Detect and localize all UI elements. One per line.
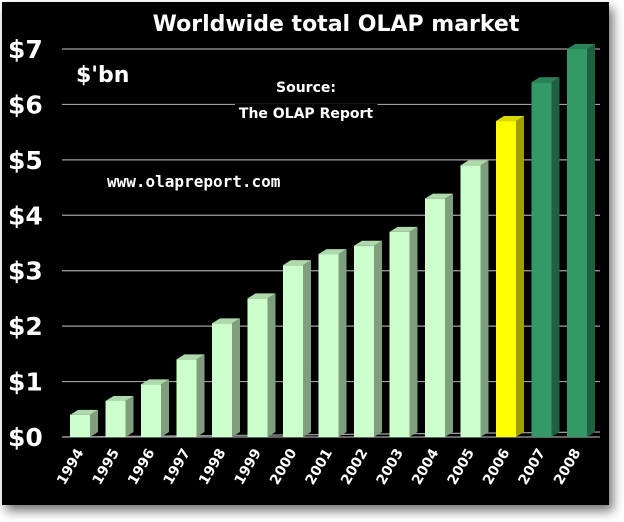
bar-front [318,254,339,437]
y-tick-label: $0 [8,423,43,452]
bar-side [587,44,595,437]
x-tick-label: 2007 [516,446,549,488]
unit-label: $'bn [76,63,129,88]
unit-label-backing [72,61,134,90]
y-tick-label: $6 [8,90,43,119]
bar-top [247,293,276,299]
x-tick-label: 1994 [54,446,87,488]
bar-front [354,245,374,437]
y-tick-label: $1 [8,368,43,397]
bar-side [161,379,169,437]
bar-1995 [105,395,134,437]
bar-1997 [176,354,205,437]
x-tick-label: 2008 [551,446,584,488]
bar-side [409,226,418,437]
bar-2007 [531,77,560,437]
bar-front [105,400,126,437]
x-tick-label: 2000 [267,446,300,488]
source-label: Source: [276,80,336,96]
bar-front [425,198,445,437]
bar-front [212,323,232,437]
bar-front [389,231,410,437]
bar-side [551,77,560,437]
x-tick-label: 2006 [480,446,513,488]
bar-2005 [460,160,489,437]
bar-top [176,354,205,360]
x-tick-label: 2002 [338,446,371,488]
y-tick-label: $4 [8,201,43,230]
bar-top [354,240,382,246]
bar-front [176,359,197,437]
x-tick-label: 2004 [409,446,442,488]
bar-side [338,249,347,437]
bar-2002 [354,240,382,437]
y-tick-label: $2 [8,312,43,341]
bar-2003 [389,226,418,437]
bar-side [516,116,524,438]
y-tick-label: $5 [8,146,43,175]
bar-2000 [283,260,311,437]
bar-front [141,384,161,437]
source-name-backing [234,104,378,124]
source-label-backing [272,78,340,98]
bar-1999 [247,293,276,437]
bar-2004 [425,193,453,437]
bar-1996 [141,379,169,437]
bar-side [374,240,382,437]
y-tick-label: $7 [8,35,43,64]
bar-front [460,165,481,437]
bar-2006 [496,116,524,438]
bar-2008 [567,44,595,437]
bar-top [425,193,453,199]
x-axis: 1994 1995 1996 1997 1998 1999 2000 2001 2002 2003… [54,446,584,488]
bar-front [567,49,587,437]
bar-2001 [318,249,347,437]
bar-side [303,260,311,437]
bar-1998 [212,318,240,437]
bar-top [531,77,560,83]
y-axis: $0 $1 $2 $3 $4 $5 $6 $7 [8,35,43,452]
bar-side [480,160,489,437]
x-tick-label: 2005 [445,446,478,488]
bar-side [125,395,134,437]
source-name: The OLAP Report [239,106,373,122]
bar-front [247,298,268,437]
x-tick-label: 2003 [374,446,407,488]
bar-top [283,260,311,266]
bar-top [389,226,418,232]
source-url-backing [103,170,285,193]
bars [70,44,595,438]
bar-top [567,44,595,49]
bar-front [70,414,90,437]
chart-title: Worldwide total OLAP market [153,12,520,37]
x-tick-label: 1995 [90,446,123,488]
bar-front [283,265,303,437]
bar-front [496,121,516,438]
x-tick-label: 2001 [303,446,336,488]
bar-top [70,409,98,415]
bar-side [267,293,276,437]
y-tick-label: $3 [8,257,43,286]
source-url: www.olapreport.com [107,172,281,191]
x-tick-label: 1998 [196,446,229,488]
x-tick-label: 1997 [161,446,194,488]
bar-side [196,354,205,437]
bar-top [496,116,524,122]
bar-top [460,160,489,166]
bar-top [318,249,347,255]
bar-front [531,82,552,437]
bar-side [90,409,98,437]
x-tick-label: 1996 [125,446,158,488]
bar-top [141,379,169,385]
bar-1994 [70,409,98,437]
x-tick-label: 1999 [232,446,265,488]
bar-side [232,318,240,437]
bar-top [105,395,134,401]
bar-side [445,193,453,437]
bar-top [212,318,240,324]
